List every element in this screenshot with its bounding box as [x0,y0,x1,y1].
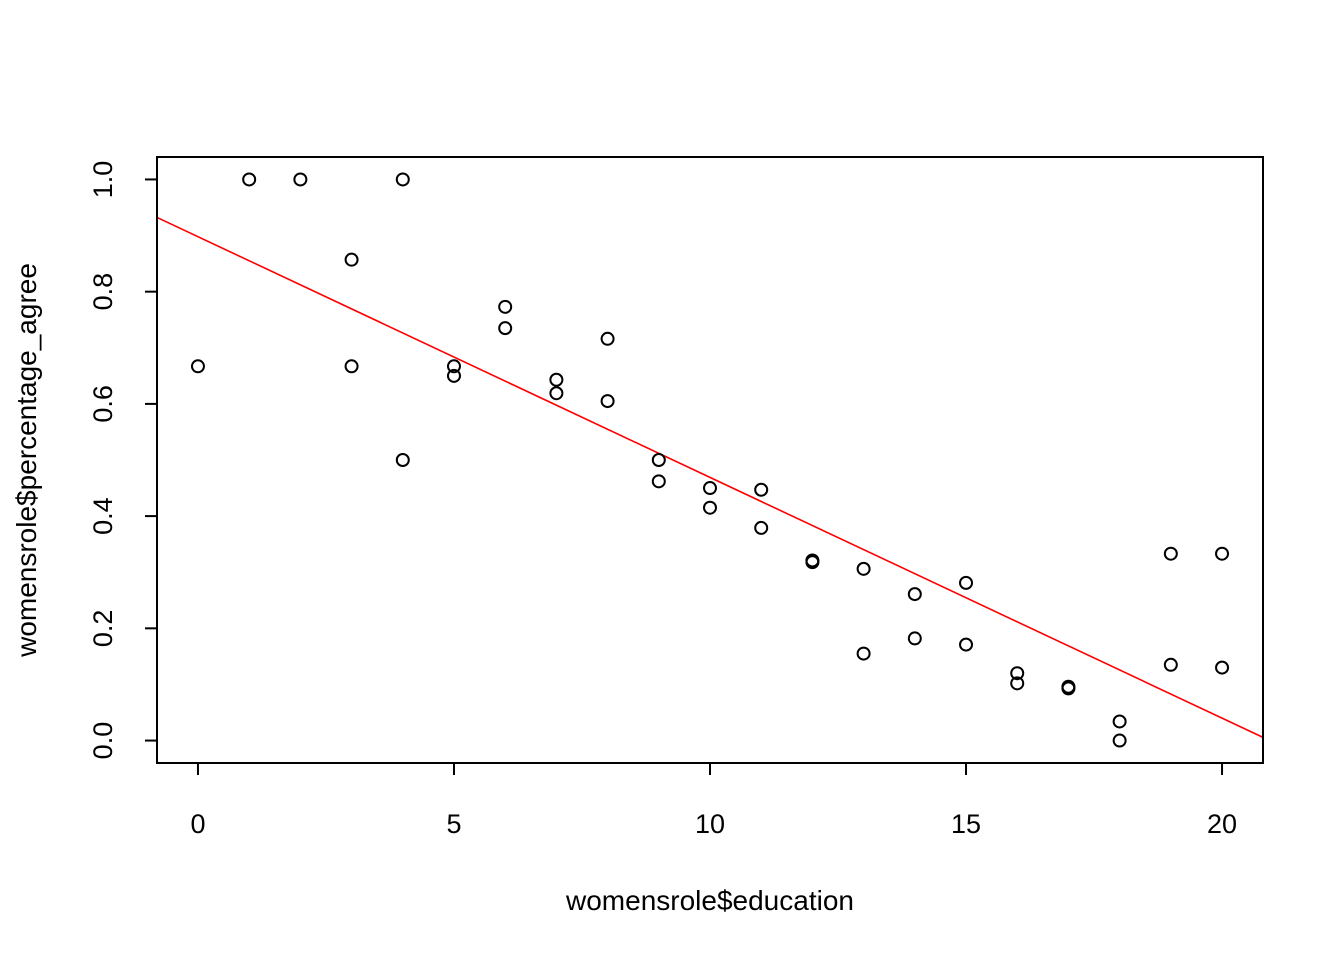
data-point [703,500,717,515]
data-point [1112,714,1127,729]
y-tick-label: 0.4 [88,497,118,535]
data-point [856,646,871,661]
data-point [959,637,974,652]
x-tick-label: 5 [446,809,461,839]
data-point [651,474,666,489]
y-tick-label: 1.0 [88,161,118,199]
x-tick-label: 20 [1207,809,1237,839]
data-point [651,453,666,467]
data-point [907,587,922,602]
data-point [1163,657,1178,672]
data-point [1010,676,1025,691]
data-point [600,331,615,346]
x-tick-label: 15 [951,809,981,839]
data-point [498,299,513,314]
data-point [190,359,205,374]
data-point [754,482,769,497]
y-tick-label: 0.6 [88,385,118,423]
data-point [344,359,359,374]
data-point [549,372,564,387]
data-point [856,561,871,576]
data-point [242,172,257,187]
y-tick-label: 0.2 [88,610,118,648]
data-point [1215,660,1230,675]
y-axis: 0.0 0.2 0.4 0.6 0.8 1.0 [88,161,158,760]
fit-line-layer [156,216,1264,739]
data-point [754,520,769,535]
x-tick-label: 0 [190,809,205,839]
data-point [498,321,513,336]
data-point [344,252,359,267]
data-point [1163,546,1178,561]
y-tick-label: 0.8 [88,273,118,311]
data-point [1010,666,1025,681]
data-point [446,368,461,383]
data-point [805,555,820,570]
data-point [1112,733,1127,748]
data-point [1215,546,1230,561]
data-point [959,575,974,590]
data-point [446,359,461,374]
data-point [549,386,564,401]
x-tick-label: 10 [695,809,725,839]
x-axis: 0 5 10 15 20 [190,762,1237,839]
points-layer [190,172,1230,748]
data-point [293,172,308,187]
data-point [600,394,615,409]
y-tick-label: 0.0 [88,722,118,760]
regression-line [156,216,1264,739]
data-point [395,453,410,467]
data-point [907,631,922,646]
data-point [1061,681,1076,696]
data-point [703,481,717,496]
y-axis-title: womensrole$percentage_agree [11,263,42,658]
x-axis-title: womensrole$education [565,885,854,916]
data-point [395,172,410,187]
